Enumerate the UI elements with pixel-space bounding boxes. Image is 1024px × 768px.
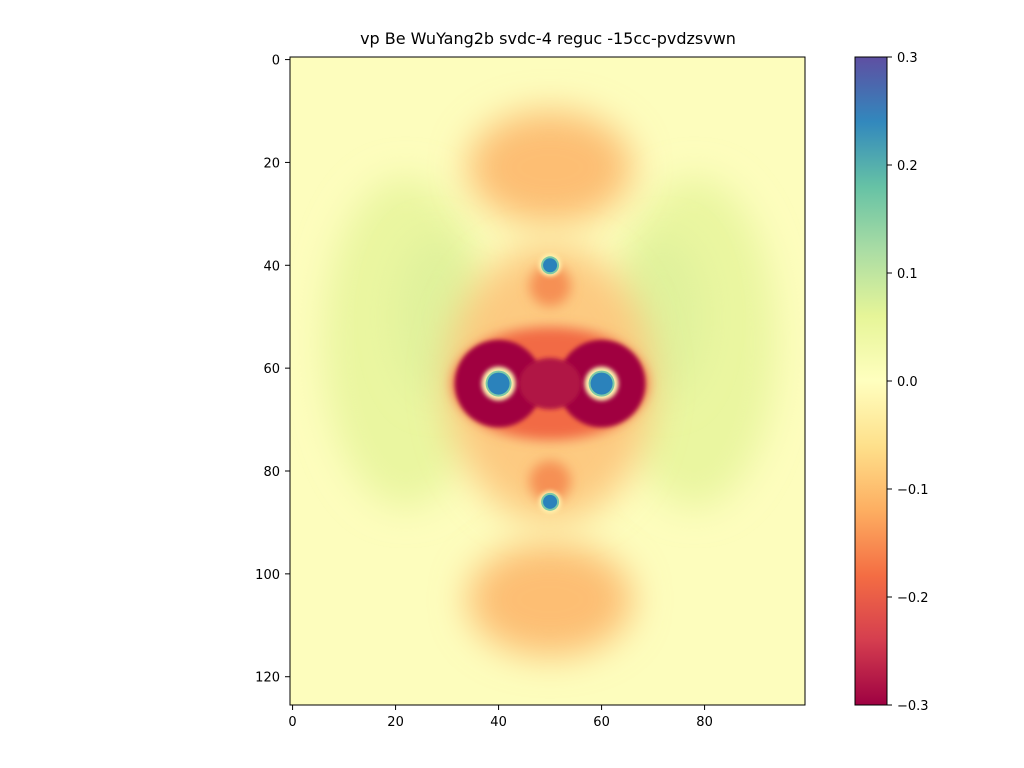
y-tick-label-0: 0 — [272, 54, 280, 69]
y-tick-label-20: 20 — [263, 156, 280, 171]
colorbar-gradient — [854, 56, 888, 706]
y-tick-label-40: 40 — [263, 259, 280, 274]
core-bridge — [519, 357, 581, 410]
y-axis: 0 20 40 60 80 100 120 — [255, 54, 290, 686]
colorbar-tick-label-3: 0.0 — [897, 375, 918, 390]
x-axis: 0 20 40 60 80 — [288, 705, 713, 730]
colorbar-tick-label-0: 0.3 — [897, 51, 918, 66]
x-tick-label-60: 60 — [593, 715, 610, 730]
nucleus-core-1 — [590, 372, 613, 395]
y-tick-label-80: 80 — [263, 465, 280, 480]
plot-frame — [289, 56, 806, 706]
colorbar-tick-label-5: −0.2 — [897, 591, 929, 606]
x-tick-label-40: 40 — [490, 715, 507, 730]
colorbar-tick-label-1: 0.2 — [897, 159, 918, 174]
x-tick-label-80: 80 — [696, 715, 713, 730]
colorbar-tick-label-4: −0.1 — [897, 483, 929, 498]
colorbar: 0.3 0.2 0.1 0.0 −0.1 −0.2 −0.3 — [854, 51, 929, 714]
bottom-atom-halo — [529, 460, 571, 502]
x-tick-label-20: 20 — [387, 715, 404, 730]
nucleus-core-2 — [543, 258, 558, 273]
top-atom-halo — [529, 265, 571, 307]
plot-area — [290, 57, 805, 705]
colorbar-tick-label-6: −0.3 — [897, 699, 929, 714]
negative-lobe-bottom — [467, 543, 633, 657]
x-tick-label-0: 0 — [288, 715, 296, 730]
y-tick-label-120: 120 — [255, 671, 280, 686]
nucleus-core-0 — [487, 372, 510, 395]
colorbar-tick-label-2: 0.1 — [897, 267, 918, 282]
chart-title: vp Be WuYang2b svdc-4 reguc -15cc-pvdzsv… — [360, 29, 736, 48]
y-tick-label-60: 60 — [263, 362, 280, 377]
negative-lobe-top — [467, 111, 633, 225]
y-tick-label-100: 100 — [255, 568, 280, 583]
nucleus-core-3 — [543, 494, 558, 509]
